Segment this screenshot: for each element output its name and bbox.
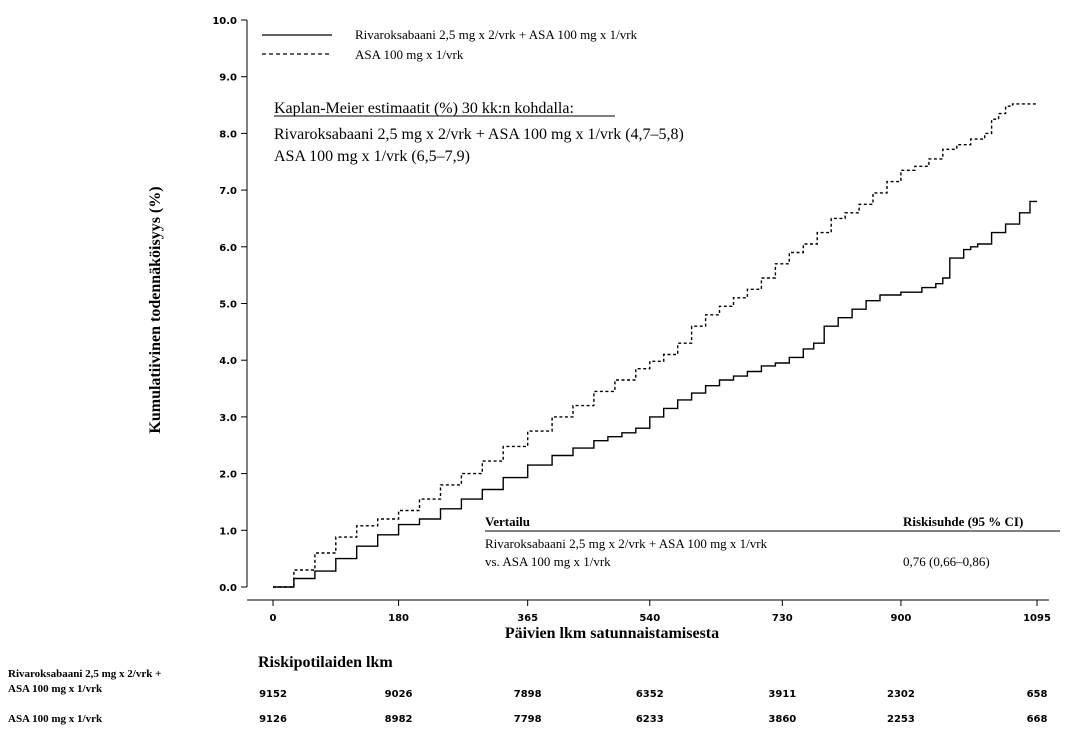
at-risk-value: 2253 bbox=[887, 714, 915, 725]
y-tick-label: 9.0 bbox=[219, 73, 237, 84]
y-tick-label: 7.0 bbox=[219, 186, 237, 197]
at-risk-row-1-label-a: Rivaroksabaani 2,5 mg x 2/vrk + bbox=[8, 668, 161, 680]
y-tick-label: 2.0 bbox=[219, 470, 237, 481]
y-tick-label: 8.0 bbox=[219, 129, 237, 140]
comparison-head-right: Riskisuhde (95 % CI) bbox=[903, 514, 1023, 529]
at-risk-value: 8982 bbox=[385, 714, 413, 725]
at-risk-value: 7798 bbox=[514, 714, 542, 725]
comparison-head-left: Vertailu bbox=[485, 514, 530, 529]
at-risk-value: 9152 bbox=[259, 689, 287, 700]
at-risk-values: 9152 9026 7898 6352 3911 2302 658 9126 8982 7798 6… bbox=[259, 689, 1047, 725]
x-axis-title: Päivien lkm satunnaistamisesta bbox=[505, 625, 719, 642]
comparison-row-1: Rivaroksabaani 2,5 mg x 2/vrk + ASA 100 … bbox=[485, 536, 768, 551]
x-tick-label: 540 bbox=[639, 613, 660, 624]
y-tick-label: 1.0 bbox=[219, 526, 237, 537]
km-line-2: ASA 100 mg x 1/vrk (6,5–7,9) bbox=[274, 148, 470, 165]
comparison-table: Vertailu Riskisuhde (95 % CI) Rivaroksab… bbox=[485, 514, 1060, 569]
at-risk-value: 6352 bbox=[636, 689, 664, 700]
at-risk-value: 7898 bbox=[514, 689, 542, 700]
comparison-row-2: vs. ASA 100 mg x 1/vrk bbox=[485, 554, 611, 569]
at-risk-title: Riskipotilaiden lkm bbox=[258, 654, 393, 671]
x-tick-label: 730 bbox=[772, 613, 793, 624]
at-risk-row-2-label: ASA 100 mg x 1/vrk bbox=[8, 713, 103, 725]
at-risk-value: 658 bbox=[1027, 689, 1048, 700]
legend: Rivaroksabaani 2,5 mg x 2/vrk + ASA 100 … bbox=[262, 27, 638, 62]
at-risk-value: 9126 bbox=[259, 714, 287, 725]
y-tick-label: 0.0 bbox=[219, 583, 237, 594]
comparison-value: 0,76 (0,66–0,86) bbox=[903, 554, 990, 569]
y-tick-label: 6.0 bbox=[219, 243, 237, 254]
legend-label-series-2: ASA 100 mg x 1/vrk bbox=[355, 47, 464, 62]
km-annotation: Kaplan-Meier estimaatit (%) 30 kk:n kohd… bbox=[274, 100, 684, 165]
series-line-1 bbox=[273, 200, 1037, 588]
y-ticks: 0.0 1.0 2.0 3.0 4.0 5.0 6.0 7.0 8.0 9.0 10.0 bbox=[212, 16, 247, 594]
km-title: Kaplan-Meier estimaatit (%) 30 kk:n kohd… bbox=[274, 100, 574, 117]
series-layer bbox=[273, 103, 1037, 588]
series-line-2 bbox=[273, 103, 1037, 588]
at-risk-row-1-label-b: ASA 100 mg x 1/vrk bbox=[8, 683, 103, 695]
x-tick-label: 900 bbox=[891, 613, 912, 624]
x-ticks: 0 180 365 540 730 900 1095 bbox=[270, 600, 1051, 624]
at-risk-value: 3911 bbox=[768, 689, 796, 700]
km-line-1: Rivaroksabaani 2,5 mg x 2/vrk + ASA 100 … bbox=[274, 126, 684, 143]
x-tick-label: 365 bbox=[517, 613, 538, 624]
at-risk-value: 668 bbox=[1027, 714, 1048, 725]
x-tick-label: 1095 bbox=[1023, 613, 1051, 624]
x-tick-label: 0 bbox=[270, 613, 277, 624]
y-tick-label: 5.0 bbox=[219, 300, 237, 311]
y-tick-label: 3.0 bbox=[219, 413, 237, 424]
at-risk-table: Riskipotilaiden lkm Rivaroksabaani 2,5 m… bbox=[8, 654, 1047, 725]
legend-label-series-1: Rivaroksabaani 2,5 mg x 2/vrk + ASA 100 … bbox=[355, 27, 638, 42]
at-risk-value: 3860 bbox=[768, 714, 796, 725]
at-risk-value: 9026 bbox=[385, 689, 413, 700]
y-axis-title: Kumulatiivinen todennäköisyys (%) bbox=[147, 186, 164, 433]
at-risk-value: 6233 bbox=[636, 714, 664, 725]
y-tick-label: 10.0 bbox=[212, 16, 237, 27]
x-tick-label: 180 bbox=[388, 613, 409, 624]
y-tick-label: 4.0 bbox=[219, 356, 237, 367]
at-risk-value: 2302 bbox=[887, 689, 915, 700]
